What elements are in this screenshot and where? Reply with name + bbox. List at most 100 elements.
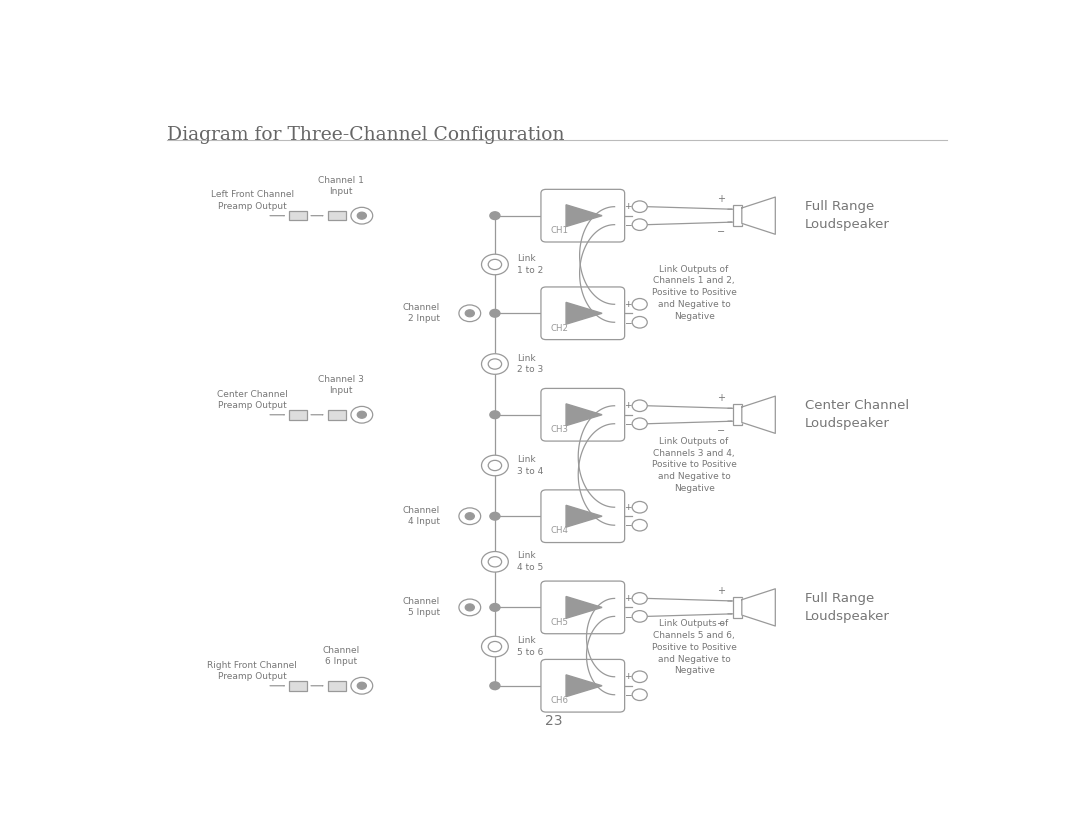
Circle shape (490, 682, 500, 690)
Circle shape (488, 259, 501, 269)
Circle shape (632, 520, 647, 531)
Bar (327, 681, 346, 691)
Text: Full Range
Loudspeaker: Full Range Loudspeaker (805, 200, 890, 231)
Polygon shape (566, 675, 602, 696)
Text: Channel
5 Input: Channel 5 Input (403, 597, 440, 617)
Circle shape (632, 671, 647, 682)
Bar (733, 404, 742, 425)
Text: Link
3 to 4: Link 3 to 4 (516, 455, 543, 476)
Text: CH1: CH1 (551, 226, 569, 235)
Text: CH3: CH3 (551, 425, 569, 434)
Polygon shape (566, 505, 602, 527)
Circle shape (632, 219, 647, 230)
Circle shape (632, 689, 647, 701)
Text: +: + (717, 585, 725, 595)
Text: +: + (624, 594, 632, 603)
Text: +: + (624, 401, 632, 410)
Text: −: − (624, 420, 632, 428)
Circle shape (482, 636, 509, 657)
Circle shape (357, 411, 366, 419)
Text: −: − (717, 426, 725, 436)
Circle shape (632, 418, 647, 430)
Circle shape (459, 305, 481, 322)
Text: Diagram for Three-Channel Configuration: Diagram for Three-Channel Configuration (166, 126, 565, 143)
Text: CH5: CH5 (551, 618, 569, 626)
FancyBboxPatch shape (541, 581, 624, 634)
Text: Full Range
Loudspeaker: Full Range Loudspeaker (805, 592, 890, 623)
Circle shape (465, 309, 474, 317)
Text: −: − (717, 619, 725, 629)
Bar (733, 597, 742, 618)
Polygon shape (566, 596, 602, 618)
Text: Channel
6 Input: Channel 6 Input (322, 646, 360, 666)
Circle shape (488, 641, 501, 651)
Polygon shape (742, 589, 775, 626)
Circle shape (482, 551, 509, 572)
Text: Link Outputs of
Channels 3 and 4,
Positive to Positive
and Negative to
Negative: Link Outputs of Channels 3 and 4, Positi… (651, 437, 737, 493)
Text: Link
1 to 2: Link 1 to 2 (516, 254, 543, 275)
Circle shape (465, 604, 474, 611)
Text: Channel 1
Input: Channel 1 Input (318, 176, 364, 197)
Text: −: − (624, 612, 632, 620)
Circle shape (488, 460, 501, 470)
Bar (327, 410, 346, 420)
Circle shape (632, 316, 647, 328)
Circle shape (490, 309, 500, 317)
Text: Channel 3
Input: Channel 3 Input (318, 375, 364, 395)
Text: +: + (624, 503, 632, 512)
Bar (327, 211, 346, 220)
Circle shape (632, 593, 647, 604)
Circle shape (632, 201, 647, 213)
Text: Link
4 to 5: Link 4 to 5 (516, 551, 543, 572)
Text: Channel
2 Input: Channel 2 Input (403, 304, 440, 324)
Text: CH4: CH4 (551, 526, 569, 535)
Circle shape (465, 513, 474, 520)
Circle shape (490, 604, 500, 611)
Text: −: − (624, 220, 632, 229)
Text: +: + (624, 672, 632, 681)
Text: Center Channel
Preamp Output: Center Channel Preamp Output (217, 389, 287, 409)
Polygon shape (566, 303, 602, 324)
Text: +: + (717, 194, 725, 204)
Circle shape (351, 677, 373, 694)
Text: −: − (624, 318, 632, 327)
Text: Channel
4 Input: Channel 4 Input (403, 506, 440, 526)
Circle shape (459, 508, 481, 525)
Circle shape (459, 599, 481, 615)
Circle shape (351, 406, 373, 423)
Polygon shape (742, 396, 775, 434)
Text: Link
5 to 6: Link 5 to 6 (516, 636, 543, 657)
Circle shape (632, 400, 647, 411)
Circle shape (488, 556, 501, 567)
Circle shape (632, 501, 647, 513)
FancyBboxPatch shape (541, 189, 624, 242)
Text: +: + (624, 299, 632, 309)
Bar (289, 681, 308, 691)
Circle shape (482, 254, 509, 274)
Circle shape (632, 299, 647, 310)
Circle shape (351, 208, 373, 224)
Circle shape (482, 455, 509, 475)
FancyBboxPatch shape (541, 490, 624, 543)
Circle shape (357, 682, 366, 689)
Text: Center Channel
Loudspeaker: Center Channel Loudspeaker (805, 399, 908, 430)
Circle shape (357, 212, 366, 219)
Bar (289, 410, 308, 420)
Text: CH2: CH2 (551, 324, 569, 333)
Circle shape (490, 411, 500, 419)
Circle shape (482, 354, 509, 374)
Text: 23: 23 (544, 714, 563, 728)
Text: Left Front Channel
Preamp Output: Left Front Channel Preamp Output (211, 190, 294, 210)
FancyBboxPatch shape (541, 389, 624, 441)
Text: Link
2 to 3: Link 2 to 3 (516, 354, 543, 374)
Polygon shape (566, 205, 602, 227)
Text: −: − (717, 228, 725, 238)
Text: Link Outputs of
Channels 1 and 2,
Positive to Positive
and Negative to
Negative: Link Outputs of Channels 1 and 2, Positi… (651, 264, 737, 321)
Text: +: + (624, 202, 632, 211)
Text: −: − (624, 691, 632, 699)
Circle shape (632, 610, 647, 622)
Text: CH6: CH6 (551, 696, 569, 705)
Circle shape (488, 359, 501, 369)
FancyBboxPatch shape (541, 287, 624, 339)
Text: −: − (624, 520, 632, 530)
